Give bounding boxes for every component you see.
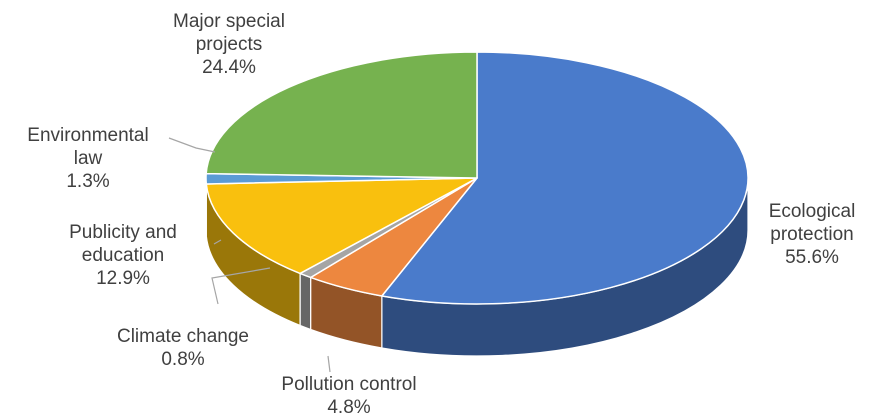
- data-label-category-environmental-law: law: [74, 148, 103, 169]
- data-label-value-major-special-projects: 24.4%: [202, 57, 256, 78]
- data-label-value-environmental-law: 1.3%: [66, 171, 109, 192]
- leader-line-pollution-control: [327, 355, 331, 373]
- pie-side-climate-change: [299, 272, 312, 331]
- leader-line-climate-change: [211, 267, 271, 305]
- data-label-value-publicity-and-education: 12.9%: [96, 268, 150, 289]
- pie-slice-ecological-protection: [381, 51, 749, 305]
- data-label-category-publicity-and-education: education: [82, 245, 164, 266]
- leader-line-publicity-and-education: [213, 239, 222, 245]
- data-label-category-environmental-law: Environmental: [27, 125, 148, 146]
- data-label-category-major-special-projects: Major special: [173, 11, 285, 32]
- pie-slice-publicity-and-education: [205, 177, 478, 275]
- data-label-value-ecological-protection: 55.6%: [785, 247, 839, 268]
- leader-line-environmental-law: [168, 137, 216, 153]
- data-label-category-publicity-and-education: Publicity and: [69, 222, 177, 243]
- data-label-category-pollution-control: Pollution control: [281, 374, 416, 395]
- data-label-category-climate-change: Climate change: [117, 326, 249, 347]
- pie-leader-lines: [168, 137, 331, 373]
- pie-sides: [205, 177, 749, 357]
- pie-slice-major-special-projects: [205, 51, 478, 179]
- data-label-category-major-special-projects: projects: [196, 34, 263, 55]
- data-label-category-ecological-protection: protection: [770, 224, 853, 245]
- data-label-value-climate-change: 0.8%: [161, 349, 204, 370]
- data-label-value-pollution-control: 4.8%: [327, 397, 370, 418]
- data-label-category-ecological-protection: Ecological: [769, 201, 856, 222]
- pie-tops: [205, 51, 749, 305]
